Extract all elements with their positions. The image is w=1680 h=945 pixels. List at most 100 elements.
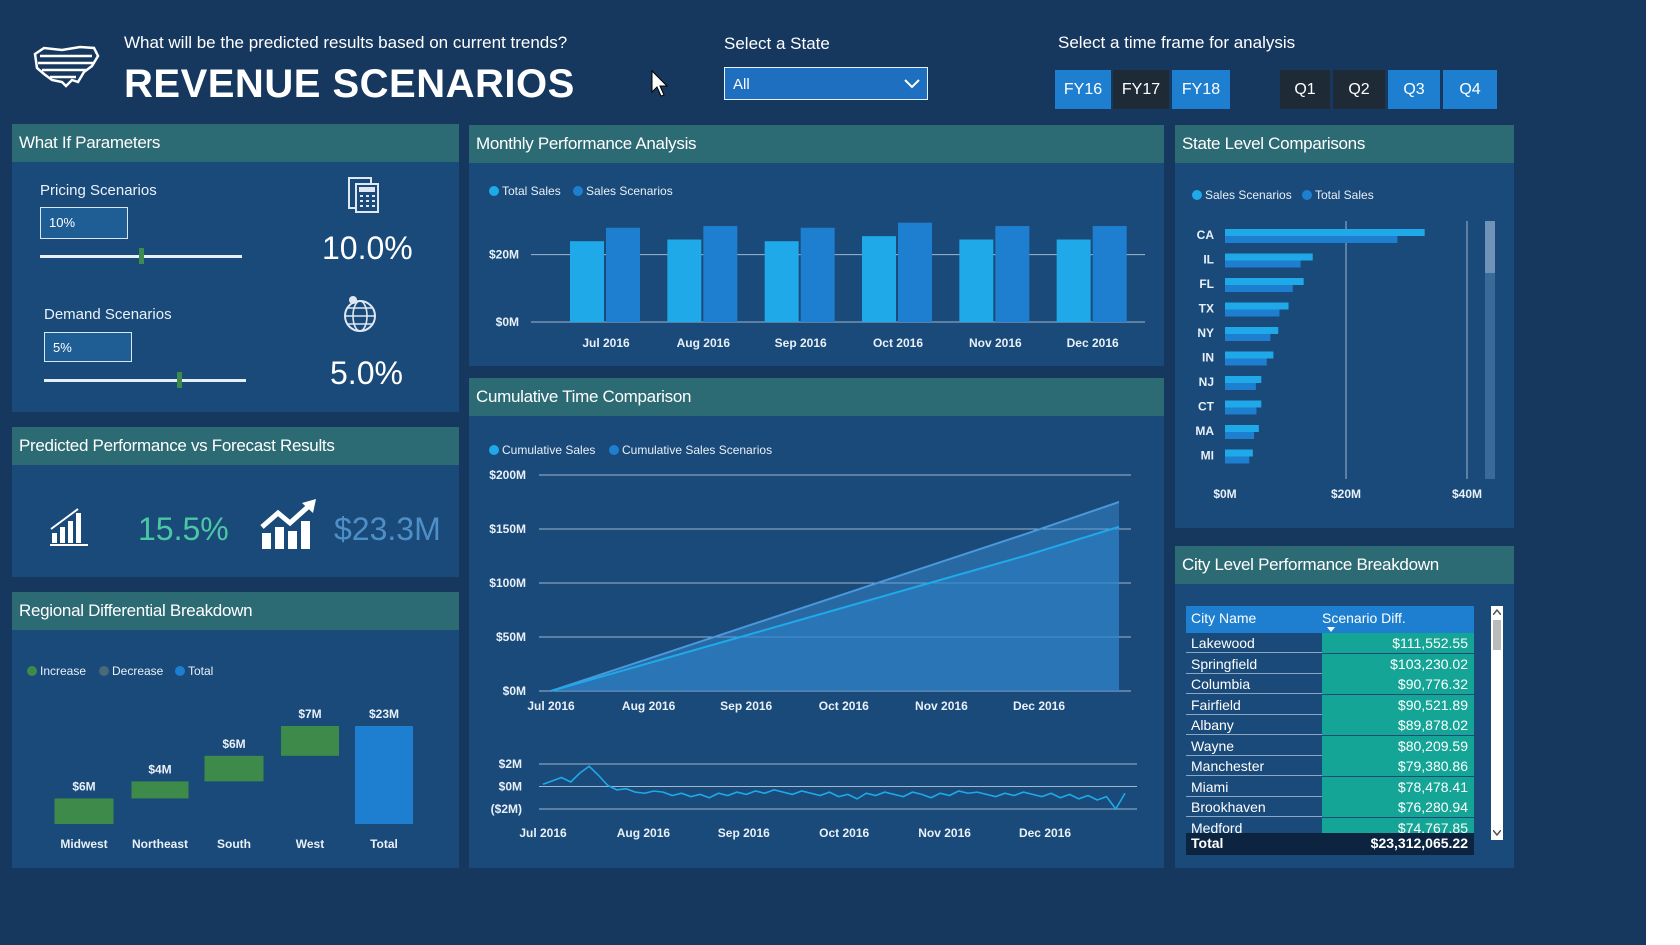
cumulative-line-cumulative-sales <box>550 525 1120 692</box>
legend-sales-scenarios: Sales Scenarios <box>586 184 673 198</box>
cumulative-ytick-label: $100M <box>489 576 526 590</box>
state-bar-total-sales <box>1225 285 1293 292</box>
table-row[interactable]: Medford $74,767.85 <box>1186 817 1474 834</box>
legend-total-sales-marker <box>489 186 499 196</box>
state-category-label: MA <box>1195 424 1214 438</box>
quarter-button-q2[interactable]: Q2 <box>1333 70 1385 109</box>
state-bar-sales-scenarios <box>1225 400 1262 408</box>
demand-slider-handle[interactable] <box>177 372 183 388</box>
state-category-label: NJ <box>1199 375 1214 389</box>
cumulative-xtick-label: Dec 2016 <box>1013 699 1065 713</box>
page-title: REVENUE SCENARIOS <box>124 62 575 106</box>
table-row[interactable]: Columbia $90,776.32 <box>1186 674 1474 696</box>
monthly-bar-sales-scenarios <box>606 227 640 322</box>
regional-bar-west <box>281 726 339 756</box>
scenario-diff-cell: $90,521.89 <box>1397 696 1468 713</box>
state-bar-chart: Sales Scenarios Total Sales $0M $20M $40M C… <box>1192 188 1495 501</box>
table-row[interactable]: Albany $89,878.02 <box>1186 715 1474 737</box>
legend-state-scenarios: Sales Scenarios <box>1205 188 1292 202</box>
quarter-button-q4[interactable]: Q4 <box>1443 70 1497 109</box>
col-city-name[interactable]: City Name <box>1191 610 1257 626</box>
state-bar-total-sales <box>1225 236 1398 243</box>
regional-xtick-label: Total <box>370 837 398 851</box>
table-row[interactable]: Lakewood $111,552.55 <box>1186 633 1474 655</box>
difference-xtick-label: Jul 2016 <box>519 826 567 840</box>
year-button-fy17[interactable]: FY17 <box>1113 70 1169 109</box>
regional-bar-northeast <box>131 781 189 799</box>
city-scrollbar[interactable] <box>1491 606 1503 840</box>
predicted-title: Predicted Performance vs Forecast Result… <box>12 427 459 465</box>
table-row[interactable]: Manchester $79,380.86 <box>1186 756 1474 778</box>
city-table-body: Lakewood $111,552.55 Springfield $103,230.0… <box>1186 633 1474 833</box>
city-name-cell: Manchester <box>1191 758 1265 774</box>
state-category-label: CT <box>1198 400 1215 414</box>
cumulative-ytick-label: $50M <box>496 630 526 644</box>
scenario-diff-cell: $103,230.02 <box>1390 655 1468 672</box>
state-bar-sales-scenarios <box>1225 302 1289 310</box>
state-dropdown-value: All <box>733 76 750 93</box>
scenario-diff-cell: $76,280.94 <box>1397 799 1468 815</box>
state-xtick-label: $40M <box>1452 487 1482 501</box>
state-bar-sales-scenarios <box>1225 425 1259 432</box>
city-name-cell: Wayne <box>1191 737 1235 754</box>
difference-ytick-label: ($2M) <box>491 802 522 816</box>
city-scrollbar-thumb[interactable] <box>1493 620 1501 650</box>
pricing-input[interactable]: 10% <box>40 207 128 239</box>
scenario-diff-cell: $74,767.85 <box>1397 819 1468 834</box>
state-scrollbar-thumb[interactable] <box>1485 221 1495 273</box>
monthly-bar-total-sales <box>764 241 799 322</box>
table-row[interactable]: Miami $78,478.41 <box>1186 776 1474 799</box>
scroll-down-icon[interactable] <box>1493 830 1501 836</box>
difference-xtick-label: Aug 2016 <box>617 826 671 840</box>
monthly-xtick-label: Oct 2016 <box>873 336 923 350</box>
bar-chart-icon <box>50 508 88 546</box>
legend-cumulative-scenarios-marker <box>609 445 619 455</box>
table-row[interactable]: Wayne $80,209.59 <box>1186 735 1474 758</box>
table-row[interactable]: Springfield $103,230.02 <box>1186 653 1474 676</box>
legend-total-marker <box>175 666 185 676</box>
year-button-fy16[interactable]: FY16 <box>1055 70 1111 109</box>
city-name-cell: Fairfield <box>1191 696 1241 713</box>
difference-xtick-label: Oct 2016 <box>819 826 869 840</box>
city-name-cell: Lakewood <box>1191 635 1255 651</box>
demand-input[interactable]: 5% <box>44 332 132 362</box>
scroll-up-icon[interactable] <box>1493 609 1501 615</box>
predicted-amount: $23.3M <box>334 511 441 547</box>
state-bar-total-sales <box>1225 407 1257 415</box>
monthly-bar-sales-scenarios <box>703 226 738 322</box>
cumulative-ytick-label: $200M <box>489 468 526 482</box>
legend-increase: Increase <box>40 664 86 678</box>
difference-ytick-label: $0M <box>499 780 522 794</box>
chevron-down-icon <box>904 79 920 89</box>
state-xtick-label: $0M <box>1213 487 1236 501</box>
demand-slider[interactable] <box>44 379 246 382</box>
monthly-ytick-label: $20M <box>489 248 519 262</box>
quarter-button-q1[interactable]: Q1 <box>1280 70 1330 109</box>
cumulative-line-cumulative-sales-scenarios <box>550 501 1120 692</box>
col-scenario-diff[interactable]: Scenario Diff. <box>1322 610 1406 626</box>
state-dropdown[interactable]: All <box>724 67 928 100</box>
legend-state-total-marker <box>1302 190 1312 200</box>
cumulative-xtick-label: Nov 2016 <box>915 699 968 713</box>
pricing-slider-handle[interactable] <box>139 248 144 264</box>
monthly-xtick-label: Dec 2016 <box>1067 336 1119 350</box>
state-bar-sales-scenarios <box>1225 278 1304 285</box>
regional-bar-south <box>204 755 264 782</box>
cumulative-panel: Cumulative Time Comparison Cumulative Sa… <box>469 378 1164 868</box>
header-question: What will be the predicted results based… <box>124 33 568 52</box>
state-bar-total-sales <box>1225 334 1271 341</box>
regional-data-label: $6M <box>222 737 245 751</box>
cumulative-area-chart: Cumulative Sales Cumulative Sales Scenar… <box>489 443 1137 840</box>
state-scrollbar[interactable] <box>1485 221 1495 479</box>
quarter-button-q3[interactable]: Q3 <box>1388 70 1440 109</box>
table-row[interactable]: Fairfield $90,521.89 <box>1186 694 1474 717</box>
difference-line <box>542 765 1126 811</box>
table-row[interactable]: Brookhaven $76,280.94 <box>1186 797 1474 819</box>
state-bar-total-sales <box>1225 383 1256 390</box>
legend-cumulative-sales-marker <box>489 445 499 455</box>
difference-xtick-label: Dec 2016 <box>1019 826 1071 840</box>
state-panel: State Level Comparisons Sales Scenarios … <box>1175 125 1514 528</box>
year-button-fy18[interactable]: FY18 <box>1172 70 1230 109</box>
demand-label: Demand Scenarios <box>44 306 172 323</box>
monthly-bar-total-sales <box>959 239 994 322</box>
